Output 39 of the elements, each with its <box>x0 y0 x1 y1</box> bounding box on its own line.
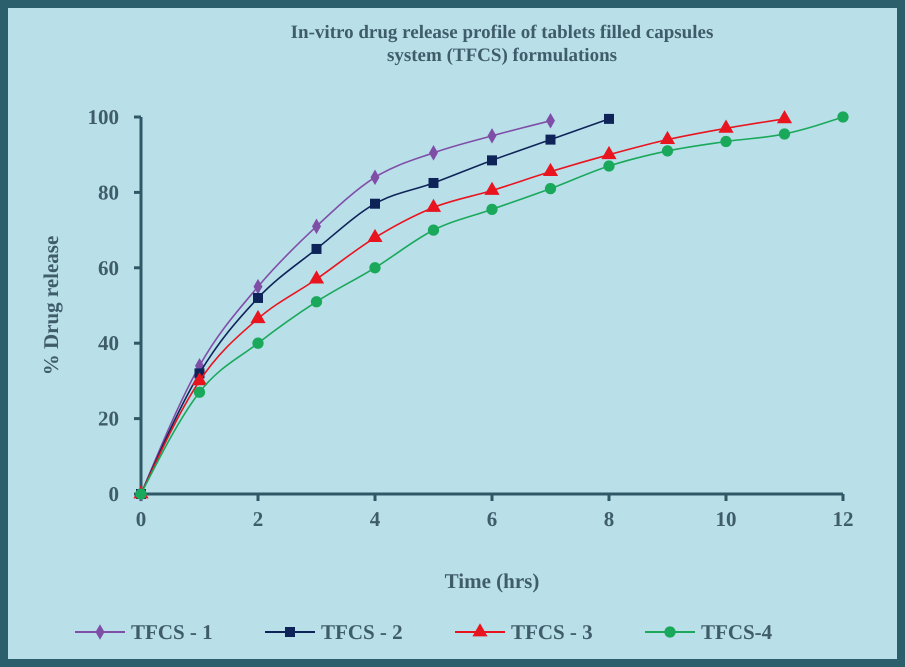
point <box>662 145 674 157</box>
legend-label: TFCS - 1 <box>131 620 213 644</box>
y-tick-label: 0 <box>108 482 119 506</box>
point <box>428 224 440 236</box>
point <box>604 114 614 124</box>
point <box>312 244 322 254</box>
x-tick-label: 10 <box>716 507 736 531</box>
point <box>837 111 849 123</box>
point <box>370 198 380 209</box>
point <box>546 134 556 145</box>
y-tick-label: 100 <box>88 105 119 129</box>
chart-title: In-vitro drug release profile of tablets filled capsules system (TFCS) formulations <box>290 22 714 66</box>
x-tick-label: 2 <box>252 507 264 531</box>
x-tick-label: 0 <box>136 507 146 531</box>
point <box>253 292 263 303</box>
x-tick-label: 8 <box>604 507 614 531</box>
legend-label: TFCS - 2 <box>321 620 403 644</box>
y-tick-label: 60 <box>98 256 119 280</box>
point <box>778 128 790 140</box>
point <box>603 160 615 172</box>
point <box>428 178 438 188</box>
y-tick-label: 20 <box>98 406 119 431</box>
point <box>544 183 556 194</box>
point <box>486 204 498 215</box>
point <box>310 296 322 308</box>
point <box>194 386 206 398</box>
y-axis-title: % Drug release <box>39 236 63 376</box>
point <box>369 262 381 274</box>
y-tick-label: 80 <box>98 180 119 204</box>
legend-label: TFCS-4 <box>701 620 773 644</box>
point <box>720 136 732 148</box>
x-axis-title: Time (hrs) <box>444 569 540 593</box>
point <box>252 338 264 349</box>
x-tick-label: 12 <box>832 507 854 531</box>
y-tick-label: 40 <box>98 331 119 356</box>
x-tick-label: 4 <box>370 507 381 531</box>
point <box>487 155 497 166</box>
x-tick-label: 6 <box>486 507 498 531</box>
legend-label: TFCS - 3 <box>511 620 593 644</box>
